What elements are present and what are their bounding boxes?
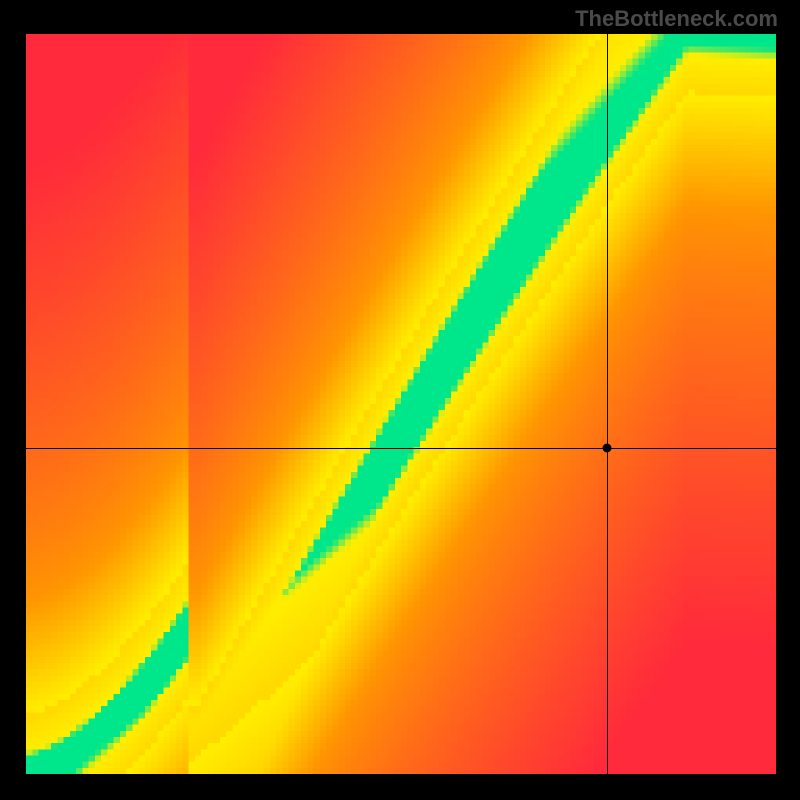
watermark-text: TheBottleneck.com — [575, 6, 778, 32]
chart-container: TheBottleneck.com — [0, 0, 800, 800]
crosshair-horizontal — [26, 448, 776, 449]
crosshair-vertical — [607, 34, 608, 774]
crosshair-marker-dot — [603, 444, 612, 453]
heatmap-canvas — [26, 34, 776, 774]
plot-area — [26, 34, 776, 774]
